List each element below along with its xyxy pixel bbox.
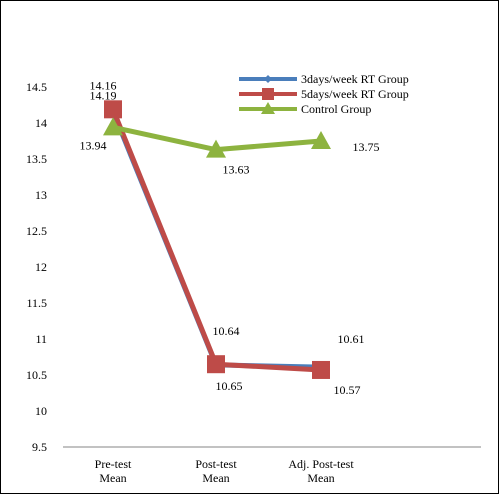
legend-marker <box>262 88 274 100</box>
legend-label: Control Group <box>301 102 371 116</box>
legend-marker <box>264 75 272 83</box>
y-tick-label: 12.5 <box>26 224 47 238</box>
data-labels: 14.16 10.64 10.61 14.19 10.65 10.57 13.94 13.63… <box>80 78 380 396</box>
series-group <box>103 100 331 379</box>
data-label: 10.57 <box>334 383 361 397</box>
legend-label: 3days/week RT Group <box>301 72 409 86</box>
legend-item-5days-week-rt-group: 5days/week RT Group <box>239 87 409 101</box>
y-tick-label: 14.5 <box>26 80 47 94</box>
data-point-square <box>207 355 225 374</box>
data-point-triangle <box>206 139 226 158</box>
data-label: 13.94 <box>80 138 107 152</box>
data-label: 10.64 <box>213 324 240 338</box>
x-tick-label: Pre-test Mean <box>95 457 132 485</box>
legend-item-3days-week-rt-group: 3days/week RT Group <box>239 72 409 86</box>
data-label: 14.19 <box>90 88 117 102</box>
y-tick-label: 13 <box>35 188 47 202</box>
series-control-group <box>103 117 331 158</box>
y-tick-label: 14 <box>35 116 47 130</box>
y-tick-label: 10 <box>35 404 47 418</box>
legend-marker <box>261 102 275 114</box>
y-tick-label: 11.5 <box>26 296 47 310</box>
data-label: 13.75 <box>353 140 380 154</box>
data-point-square <box>312 360 330 379</box>
y-tick-label: 13.5 <box>26 152 47 166</box>
y-tick-label: 9.5 <box>32 440 47 454</box>
x-axis-ticks: Pre-test Mean Post-test Mean Adj. Post-test M… <box>95 457 355 485</box>
data-label: 13.63 <box>223 163 250 177</box>
data-point-square <box>104 100 122 119</box>
data-label: 14.16 <box>90 78 117 92</box>
data-point-triangle <box>103 117 123 136</box>
legend-label: 5days/week RT Group <box>301 87 409 101</box>
data-label: 10.65 <box>216 379 243 393</box>
data-point-triangle <box>311 131 331 149</box>
x-tick-label: Adj. Post-test Mean <box>288 457 354 485</box>
x-tick-label: Post-test Mean <box>195 457 237 485</box>
data-label: 10.61 <box>338 332 365 346</box>
y-tick-label: 11 <box>35 332 47 346</box>
legend-item-control-group: Control Group <box>239 102 371 116</box>
series-5days-week-rt-group <box>104 100 330 379</box>
y-tick-label: 10.5 <box>26 368 47 382</box>
y-axis-ticks: 9.5 10 10.5 11 11.5 12 12.5 13 13.5 14 14.5 <box>26 80 47 454</box>
y-tick-label: 12 <box>35 260 47 274</box>
